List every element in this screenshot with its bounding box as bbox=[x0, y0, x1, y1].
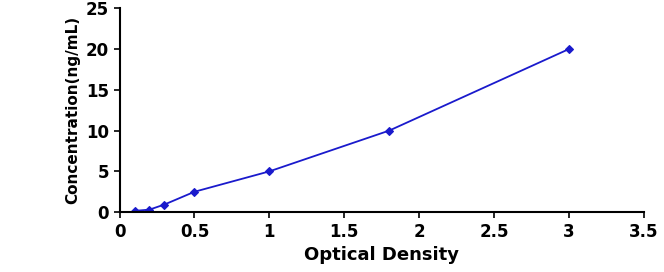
Y-axis label: Concentration(ng/mL): Concentration(ng/mL) bbox=[66, 16, 80, 204]
X-axis label: Optical Density: Optical Density bbox=[304, 246, 459, 264]
